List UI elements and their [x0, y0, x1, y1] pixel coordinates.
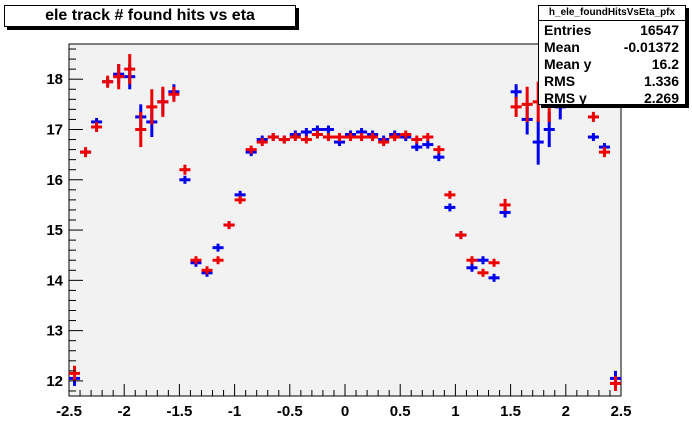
data-point — [157, 86, 169, 117]
data-point — [201, 266, 213, 275]
data-point — [444, 203, 456, 212]
stats-key: Entries — [544, 22, 592, 38]
stats-row-mean-y: Mean y 16.2 — [539, 55, 685, 72]
data-point — [477, 256, 489, 265]
data-point — [113, 64, 125, 90]
stats-row-mean: Mean -0.01372 — [539, 38, 685, 55]
data-point — [356, 133, 368, 142]
data-point — [179, 164, 191, 175]
data-point — [256, 138, 268, 147]
data-point — [245, 145, 257, 154]
axis-layer: -2.5 -2 -1.5 -1 -0.5 0 0.5 1 1.5 2 2.5 12 13 14 15 16 17… — [46, 48, 632, 420]
data-point — [267, 133, 279, 142]
chart-title: ele track # found hits vs eta — [45, 7, 255, 24]
data-point — [212, 243, 224, 252]
data-point — [146, 89, 158, 125]
stats-key: Mean — [544, 39, 580, 55]
stats-histogram-name: h_ele_foundHitsVsEta_pfx — [539, 6, 685, 21]
data-point — [223, 221, 235, 230]
data-point — [300, 135, 312, 144]
data-point — [124, 54, 136, 85]
stats-row-rms-y: RMS y 2.269 — [539, 89, 685, 106]
data-point — [477, 268, 489, 277]
y-tick-label: 17 — [46, 121, 63, 138]
data-point — [311, 130, 323, 139]
data-point — [411, 135, 423, 144]
y-tick-label: 18 — [46, 71, 63, 88]
data-point — [367, 133, 379, 142]
data-point — [135, 111, 147, 148]
title-box: ele track # found hits vs eta — [4, 5, 296, 27]
stats-key: RMS y — [544, 90, 587, 106]
x-tick-label: 2.5 — [611, 403, 632, 420]
data-point — [433, 153, 445, 162]
data-point — [212, 256, 224, 265]
y-tick-label: 13 — [46, 323, 63, 340]
data-point — [455, 231, 467, 240]
x-tick-label: -1.5 — [166, 403, 192, 420]
data-point — [289, 133, 301, 142]
data-point — [609, 375, 621, 391]
stats-value: 2.269 — [643, 90, 679, 106]
x-tick-label: -2.5 — [56, 403, 82, 420]
data-point — [499, 198, 511, 211]
data-point — [587, 133, 599, 142]
data-point — [521, 86, 533, 122]
data-point — [333, 133, 345, 142]
data-point — [466, 256, 478, 265]
y-tick-label: 12 — [46, 373, 63, 390]
x-tick-label: 0.5 — [390, 403, 411, 420]
data-point — [168, 86, 180, 102]
data-point — [433, 145, 445, 154]
data-point — [322, 125, 334, 134]
y-tick-label: 15 — [46, 222, 63, 239]
data-point — [488, 258, 500, 267]
data-point — [587, 111, 599, 122]
data-point — [466, 263, 478, 272]
data-point — [444, 190, 456, 199]
stats-row-entries: Entries 16547 — [539, 21, 685, 38]
y-tick-label: 16 — [46, 172, 63, 189]
data-point — [422, 140, 434, 149]
data-point — [378, 138, 390, 147]
data-point — [234, 195, 246, 204]
x-tick-label: 1.5 — [500, 403, 521, 420]
data-point — [532, 119, 544, 165]
data-point — [488, 273, 500, 282]
data-point — [179, 175, 191, 184]
x-tick-label: -0.5 — [277, 403, 303, 420]
stats-value: -0.01372 — [623, 39, 679, 55]
stats-box: h_ele_foundHitsVsEta_pfx Entries 16547 M… — [538, 5, 686, 106]
data-point — [322, 133, 334, 142]
data-point — [91, 121, 103, 132]
data-point — [80, 147, 92, 158]
data-point — [102, 75, 114, 88]
stats-value: 1.336 — [643, 73, 679, 89]
x-tick-label: 1 — [451, 403, 459, 420]
data-point — [389, 133, 401, 142]
data-point — [278, 135, 290, 144]
stats-value: 16.2 — [651, 56, 679, 72]
stats-key: Mean y — [544, 56, 592, 72]
data-point — [510, 96, 522, 117]
x-tick-label: -1 — [228, 403, 241, 420]
data-point — [345, 133, 357, 142]
stats-row-rms: RMS 1.336 — [539, 72, 685, 89]
x-tick-label: -2 — [118, 403, 131, 420]
x-tick-label: 2 — [562, 403, 570, 420]
data-point — [598, 147, 610, 158]
y-tick-label: 14 — [46, 272, 63, 289]
x-tick-label: 0 — [341, 403, 349, 420]
data-point — [400, 130, 412, 139]
data-point — [411, 143, 423, 152]
data-point — [190, 256, 202, 265]
stats-key: RMS — [544, 73, 576, 89]
data-point — [69, 365, 81, 381]
data-point — [422, 133, 434, 142]
stats-value: 16547 — [640, 22, 679, 38]
data-point — [300, 128, 312, 136]
